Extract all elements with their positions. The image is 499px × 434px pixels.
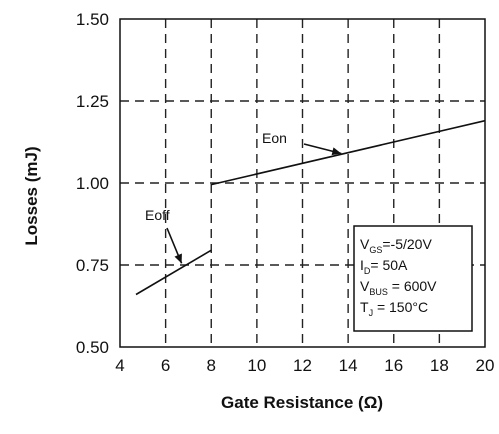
x-tick-label: 18 <box>430 356 449 375</box>
x-tick-label: 20 <box>476 356 495 375</box>
x-tick-label: 10 <box>247 356 266 375</box>
annotation-arrowhead-eon <box>331 147 342 156</box>
annotation-label-eon: Eon <box>262 130 287 146</box>
series-line-eoff <box>135 249 212 296</box>
condition-line: ID= 50A <box>360 257 408 276</box>
annotation-arrowhead-eoff <box>174 253 182 264</box>
y-axis-title: Losses (mJ) <box>22 146 41 245</box>
series-annotations: Eon Eoff <box>145 130 342 264</box>
x-tick-label: 6 <box>161 356 170 375</box>
conditions-text: VGS=-5/20V ID= 50A VBUS = 600V TJ = 150°C <box>360 236 437 318</box>
condition-line: VGS=-5/20V <box>360 236 432 255</box>
conditions-box: VGS=-5/20V ID= 50A VBUS = 600V TJ = 150°C <box>353 225 473 332</box>
x-tick-label: 8 <box>207 356 216 375</box>
condition-line: VBUS = 600V <box>360 278 437 297</box>
plot-frame <box>119 18 486 348</box>
series-lines <box>135 119 486 296</box>
y-tick-label: 1.50 <box>76 10 109 29</box>
y-tick-label: 0.75 <box>76 256 109 275</box>
x-tick-label: 4 <box>115 356 124 375</box>
condition-line: TJ = 150°C <box>360 299 428 318</box>
x-tick-label: 14 <box>339 356 358 375</box>
y-tick-label: 1.25 <box>76 92 109 111</box>
series-line-eon <box>211 119 486 186</box>
x-tick-label: 16 <box>384 356 403 375</box>
y-tick-labels: 0.50 0.75 1.00 1.25 1.50 <box>76 10 109 357</box>
annotation-label-eoff: Eoff <box>145 207 170 223</box>
x-axis-title: Gate Resistance (Ω) <box>221 393 383 412</box>
x-tick-label: 12 <box>293 356 312 375</box>
y-tick-label: 1.00 <box>76 174 109 193</box>
x-tick-labels: 4 6 8 10 12 14 16 18 20 <box>115 356 494 375</box>
conditions-frame <box>353 225 473 332</box>
y-tick-label: 0.50 <box>76 338 109 357</box>
